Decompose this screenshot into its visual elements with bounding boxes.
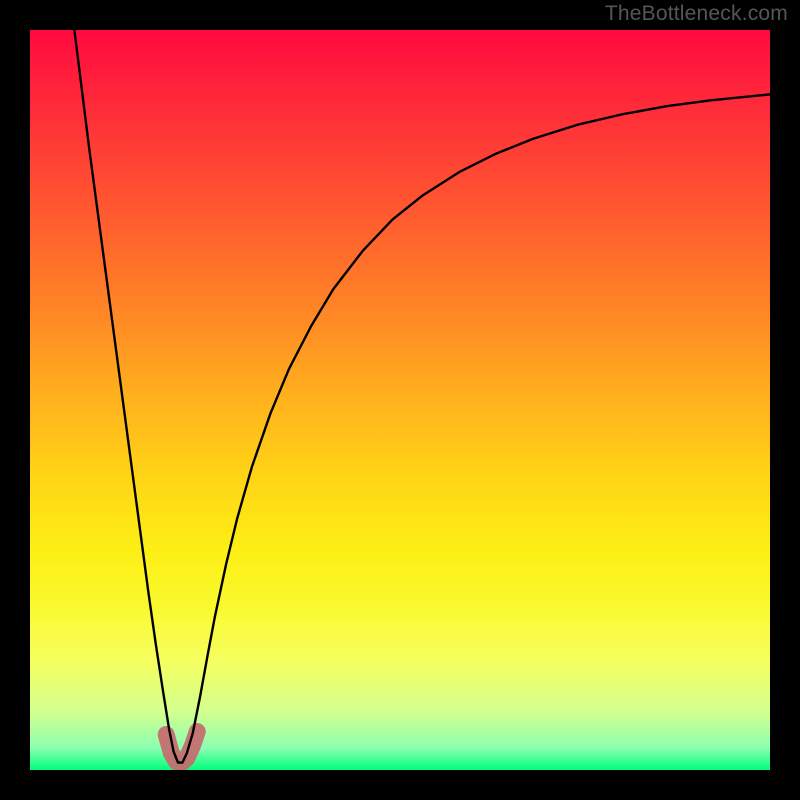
chart-plot-bg: [30, 30, 770, 770]
chart-container: TheBottleneck.com: [0, 0, 800, 800]
watermark-text: TheBottleneck.com: [605, 2, 788, 26]
bottleneck-curve-chart: [0, 0, 800, 800]
